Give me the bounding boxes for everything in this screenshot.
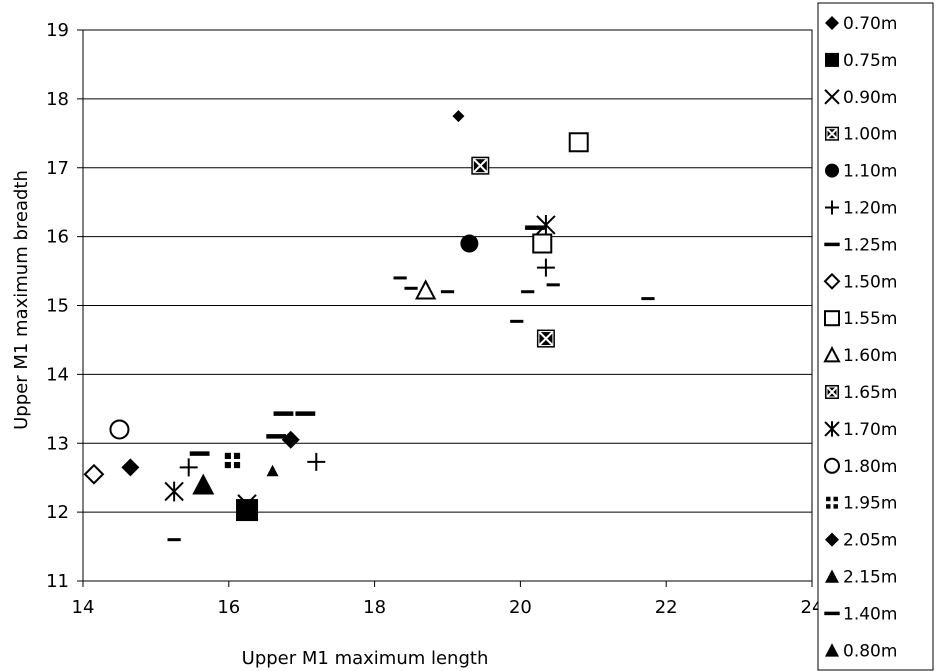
y-tick-label: 11 — [46, 571, 69, 592]
data-point — [546, 283, 560, 287]
data-point — [307, 452, 326, 471]
legend-frame — [817, 2, 934, 671]
data-point — [414, 279, 437, 300]
data-point — [266, 464, 279, 477]
legend-marker — [825, 569, 839, 583]
legend-label: 1.10m — [843, 162, 897, 182]
data-points — [83, 110, 655, 542]
legend-marker — [825, 126, 839, 141]
legend-label: 1.20m — [843, 199, 897, 219]
legend-label: 2.05m — [843, 531, 897, 551]
x-axis-title: Upper M1 maximum length — [242, 648, 489, 669]
data-point — [568, 132, 589, 153]
legend-label: 1.25m — [843, 235, 897, 255]
legend-marker — [825, 163, 839, 178]
x-tick-label: 18 — [363, 597, 386, 618]
legend-marker — [825, 16, 839, 30]
legend-marker — [826, 496, 838, 509]
data-point — [532, 233, 553, 254]
legend-marker — [825, 200, 839, 215]
data-point — [109, 419, 130, 440]
data-point — [295, 411, 316, 416]
data-point — [224, 452, 241, 469]
data-point — [536, 215, 556, 235]
data-point — [510, 319, 524, 323]
legend: 0.70m 0.75m 0.90m 1.00m 1.10m 1.20m 1.25m 1.50m… — [817, 2, 934, 671]
legend-label: 1.65m — [843, 383, 897, 403]
legend-marker — [825, 532, 839, 547]
gridlines — [83, 29, 812, 582]
legend-label: 0.80m — [843, 641, 897, 661]
legend-label: 1.70m — [843, 420, 897, 440]
x-tick-label: 22 — [655, 597, 678, 618]
legend-label: 2.15m — [843, 568, 897, 588]
y-tick-label: 13 — [46, 433, 69, 454]
data-point — [273, 411, 294, 416]
legend-label: 0.75m — [843, 51, 897, 71]
legend-label: 1.80m — [843, 457, 897, 477]
y-tick-label: 16 — [46, 227, 69, 248]
legend-label: 1.95m — [843, 494, 897, 514]
y-tick-label: 19 — [46, 20, 69, 41]
y-axis-title: Upper M1 maximum breadth — [11, 170, 32, 430]
y-tick-label: 12 — [46, 502, 69, 523]
data-point — [460, 234, 479, 253]
legend-marker — [824, 242, 840, 247]
legend-label: 1.55m — [843, 309, 897, 329]
legend-marker — [824, 421, 840, 437]
data-point — [83, 463, 105, 485]
data-point — [281, 430, 300, 449]
data-point — [471, 156, 490, 175]
legend-label: 1.50m — [843, 272, 897, 292]
legend-marker — [825, 52, 839, 67]
data-point — [536, 258, 555, 277]
legend-marker — [824, 310, 840, 327]
legend-label: 1.00m — [843, 125, 897, 145]
data-point — [167, 538, 181, 542]
data-point — [404, 286, 418, 290]
legend-marker — [823, 272, 841, 290]
data-point — [266, 434, 287, 439]
x-tick-label: 14 — [72, 597, 95, 618]
legend-marker — [824, 89, 840, 105]
legend-label: 1.60m — [843, 346, 897, 366]
legend-marker — [824, 611, 840, 616]
data-point — [121, 458, 140, 477]
data-point — [189, 451, 210, 456]
x-axis-ticks: 14 16 18 20 22 24 — [72, 581, 823, 618]
data-point — [236, 499, 259, 522]
data-point — [237, 494, 257, 514]
y-tick-label: 18 — [46, 89, 69, 110]
data-point — [536, 329, 555, 348]
legend-marker — [823, 345, 841, 363]
data-point — [192, 473, 215, 495]
legend-marker — [824, 457, 840, 474]
data-point — [440, 290, 455, 294]
legend-marker — [825, 643, 839, 657]
x-tick-label: 20 — [509, 597, 532, 618]
data-point — [164, 481, 184, 502]
legend-label: 0.70m — [843, 14, 897, 34]
data-point — [521, 290, 535, 294]
y-tick-label: 17 — [46, 158, 69, 179]
data-point — [179, 458, 198, 477]
data-point — [641, 297, 655, 301]
data-point — [525, 225, 545, 230]
legend-label: 1.40m — [843, 604, 897, 624]
y-tick-label: 15 — [46, 296, 69, 317]
data-point — [393, 276, 407, 280]
legend-marker — [825, 385, 839, 399]
data-point — [452, 110, 465, 123]
y-axis-ticks: 11 12 13 14 15 16 17 18 19 — [46, 20, 83, 592]
legend-label: 0.90m — [843, 88, 897, 108]
x-tick-label: 16 — [217, 597, 240, 618]
y-tick-label: 14 — [46, 364, 69, 385]
